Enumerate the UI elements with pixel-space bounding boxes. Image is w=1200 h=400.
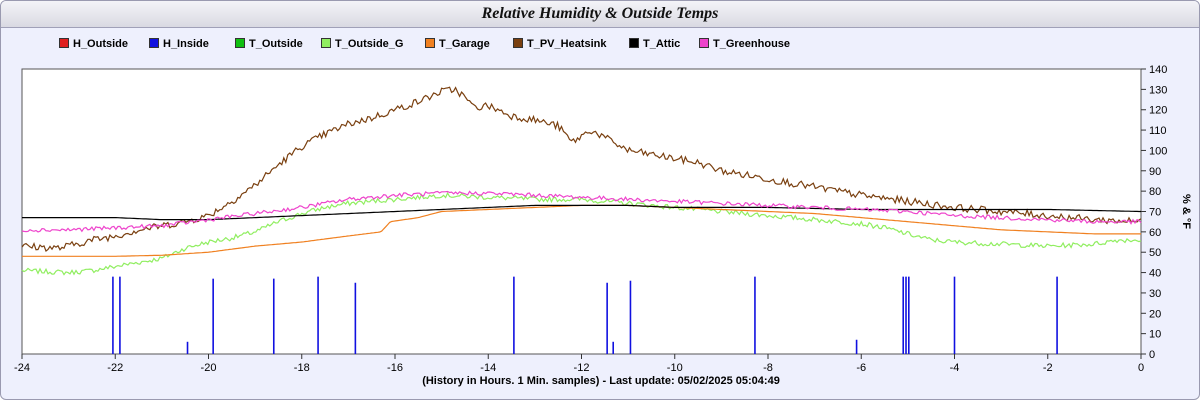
legend-swatch bbox=[425, 38, 435, 48]
legend-label: T_Outside bbox=[249, 38, 303, 50]
legend-label: T_Greenhouse bbox=[713, 38, 791, 50]
t-pv-heatsink-line bbox=[21, 86, 1142, 252]
y-tick-label: 100 bbox=[1149, 145, 1167, 157]
y-tick-label: 80 bbox=[1149, 186, 1161, 198]
x-tick-label: -2 bbox=[1043, 362, 1053, 374]
legend-item-t-outside-g: T_Outside_G bbox=[321, 38, 403, 52]
legend-swatch bbox=[513, 38, 523, 48]
y-tick-label: 120 bbox=[1149, 105, 1167, 117]
legend-item-t-greenhouse: T_Greenhouse bbox=[699, 38, 790, 52]
x-tick-label: -12 bbox=[574, 362, 590, 374]
y-tick-label: 90 bbox=[1149, 166, 1161, 178]
y-tick-label: 140 bbox=[1149, 64, 1167, 76]
legend-label: T_Garage bbox=[439, 38, 490, 50]
chart-footer: (History in Hours. 1 Min. samples) - Las… bbox=[422, 375, 780, 387]
y-tick-label: 30 bbox=[1149, 288, 1161, 300]
y-tick-label: 20 bbox=[1149, 308, 1161, 320]
y-tick-label: 130 bbox=[1149, 84, 1167, 96]
x-tick-label: -8 bbox=[763, 362, 773, 374]
x-tick-label: -22 bbox=[107, 362, 123, 374]
y-tick-label: 70 bbox=[1149, 207, 1161, 219]
legend-item-t-outside: T_Outside bbox=[235, 38, 303, 52]
legend-label: T_Outside_G bbox=[335, 38, 404, 50]
x-tick-label: -24 bbox=[14, 362, 30, 374]
legend-swatch bbox=[149, 38, 159, 48]
legend-label: H_Inside bbox=[163, 38, 209, 50]
legend-swatch bbox=[699, 38, 709, 48]
y-tick-label: 110 bbox=[1149, 125, 1167, 137]
y-tick-label: 50 bbox=[1149, 247, 1161, 259]
y-axis-label: % & °F bbox=[1180, 194, 1192, 229]
legend-item-h-outside: H_Outside bbox=[59, 38, 128, 52]
x-tick-label: 0 bbox=[1138, 362, 1144, 374]
plot-area bbox=[21, 68, 1142, 355]
legend-label: H_Outside bbox=[73, 38, 129, 50]
legend-swatch bbox=[321, 38, 331, 48]
y-tick-label: 40 bbox=[1149, 268, 1161, 280]
x-tick-label: -20 bbox=[201, 362, 217, 374]
x-tick-label: -16 bbox=[387, 362, 403, 374]
y-tick-label: 0 bbox=[1149, 349, 1155, 361]
legend-swatch bbox=[629, 38, 639, 48]
legend-item-t-pv-heatsink: T_PV_Heatsink bbox=[513, 38, 606, 52]
x-tick-label: -6 bbox=[856, 362, 866, 374]
legend-label: T_PV_Heatsink bbox=[527, 38, 607, 50]
legend-swatch bbox=[59, 38, 69, 48]
t-attic-line bbox=[22, 204, 1141, 221]
y-tick-label: 10 bbox=[1149, 329, 1161, 341]
x-tick-label: -14 bbox=[480, 362, 496, 374]
legend-label: T_Attic bbox=[643, 38, 681, 50]
legend-item-h-inside: H_Inside bbox=[149, 38, 209, 52]
t-greenhouse-line bbox=[21, 190, 1142, 233]
legend-item-t-garage: T_Garage bbox=[425, 38, 490, 52]
x-tick-label: -10 bbox=[667, 362, 683, 374]
x-tick-label: -18 bbox=[294, 362, 310, 374]
legend-swatch bbox=[235, 38, 245, 48]
x-tick-label: -4 bbox=[950, 362, 960, 374]
y-tick-label: 60 bbox=[1149, 227, 1161, 239]
legend-item-t-attic: T_Attic bbox=[629, 38, 680, 52]
chart-title: Relative Humidity & Outside Temps bbox=[1, 1, 1199, 28]
